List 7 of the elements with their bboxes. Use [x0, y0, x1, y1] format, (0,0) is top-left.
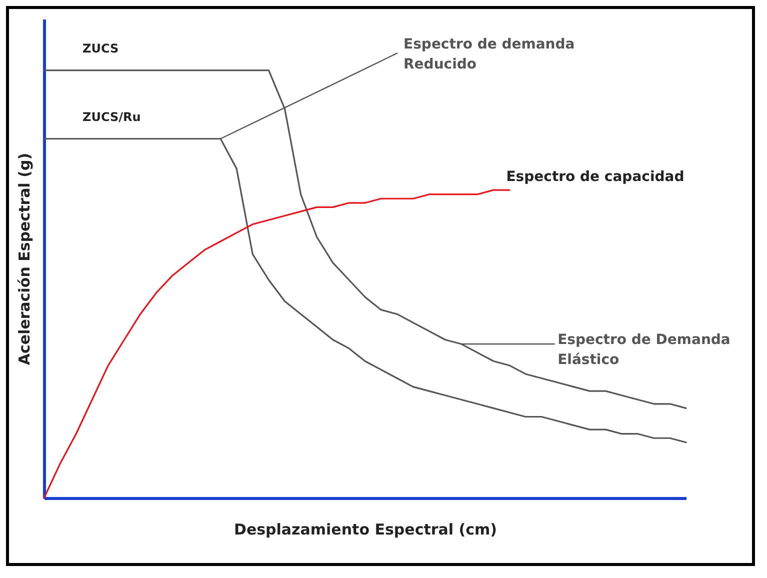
series-label: Espectro de capacidad — [506, 169, 684, 186]
text: Espectro de demanda Reducido — [404, 36, 575, 73]
y-axis-title: Aceleración Espectral (g) — [16, 152, 34, 366]
text: ZUCS — [82, 41, 119, 56]
series-label: Espectro de Demanda Elástico — [558, 332, 730, 368]
x-axis-title: Desplazamiento Espectral (cm) — [234, 520, 497, 538]
annotation: ZUCS/Ru — [82, 110, 141, 124]
